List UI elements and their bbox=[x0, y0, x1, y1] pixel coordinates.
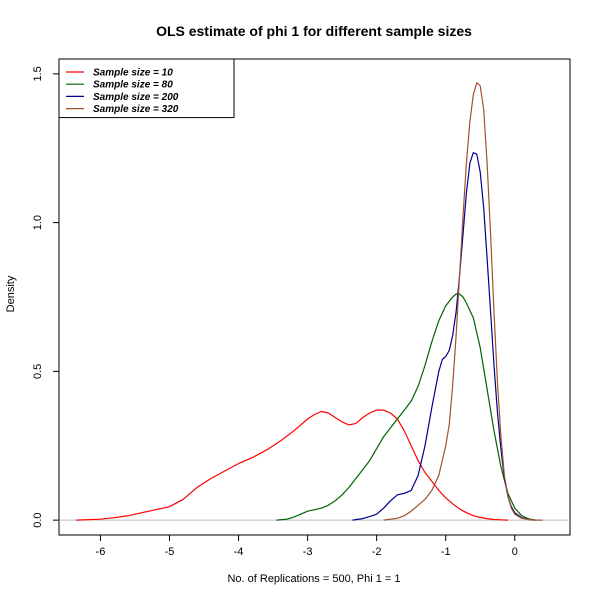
chart-title: OLS estimate of phi 1 for different samp… bbox=[156, 23, 472, 39]
x-tick-label: -1 bbox=[441, 546, 451, 558]
series-line-1 bbox=[76, 409, 508, 521]
legend-label: Sample size = 10 bbox=[93, 68, 173, 79]
y-tick-label: 0.0 bbox=[32, 512, 44, 527]
x-tick-label: -6 bbox=[96, 546, 106, 558]
legend-box bbox=[58, 58, 235, 119]
y-tick-label: 0.5 bbox=[32, 364, 44, 379]
x-tick-label: 0 bbox=[512, 546, 518, 558]
y-tick-label: 1.5 bbox=[32, 66, 44, 81]
x-tick-label: -4 bbox=[234, 546, 244, 558]
y-tick-label: 1.0 bbox=[32, 215, 44, 230]
x-tick-label: -3 bbox=[303, 546, 313, 558]
y-axis-label: Density bbox=[5, 275, 17, 312]
x-tick-label: -5 bbox=[165, 546, 175, 558]
legend-label: Sample size = 320 bbox=[93, 104, 179, 115]
x-axis: -6 -5 -4 -3 -2 -1 0 bbox=[96, 534, 518, 558]
series-line-2 bbox=[276, 293, 536, 521]
series-line-3 bbox=[352, 152, 536, 521]
y-axis: 0.0 0.5 1.0 1.5 bbox=[32, 66, 60, 528]
x-tick-label: -2 bbox=[372, 546, 382, 558]
x-axis-label: No. of Replications = 500, Phi 1 = 1 bbox=[227, 573, 400, 585]
legend-label: Sample size = 80 bbox=[93, 80, 173, 91]
series-layer bbox=[76, 82, 543, 521]
series-line-4 bbox=[383, 82, 543, 521]
legend-label: Sample size = 200 bbox=[93, 92, 179, 103]
